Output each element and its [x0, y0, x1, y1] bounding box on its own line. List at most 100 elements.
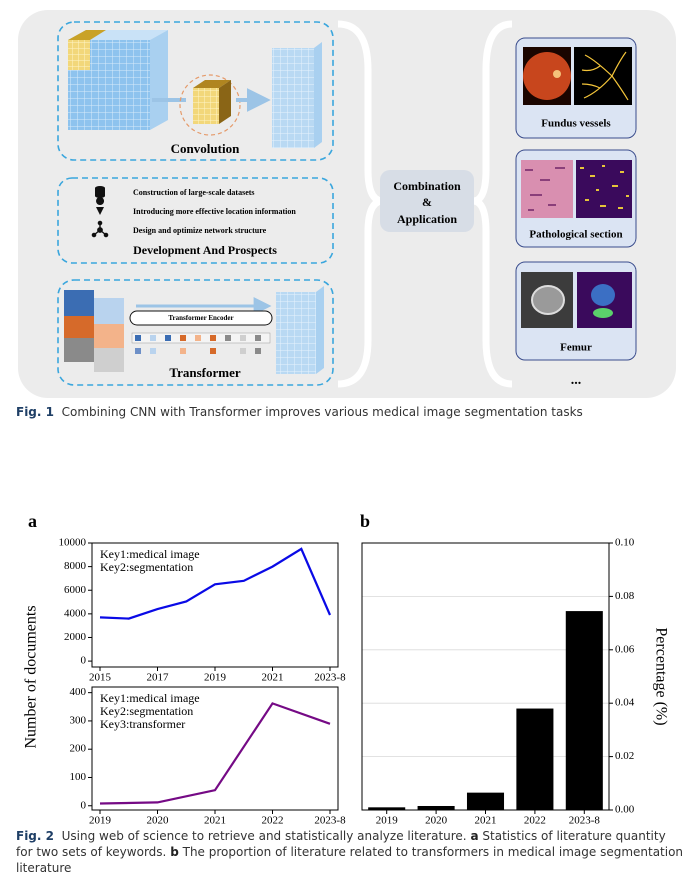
token-row [131, 332, 271, 354]
x-tick-label: 2023-8 [314, 672, 346, 684]
x-tick-label: 2020 [425, 815, 448, 827]
transformer-box [57, 279, 334, 386]
kernel-top [68, 30, 106, 40]
application-label: Fundus vessels [541, 118, 611, 130]
optic-disc [553, 70, 561, 78]
kernel [193, 88, 219, 124]
output-map [276, 292, 316, 374]
y-axis-label: Number of documents [23, 605, 40, 748]
y-tick-label: 0.04 [615, 697, 635, 709]
output-side [314, 42, 322, 148]
encoder-label: Transformer Encoder [168, 314, 233, 322]
y-tick-label: 8000 [64, 560, 87, 572]
patch-block [94, 324, 124, 348]
caption-text: Statistics of literature quantity for tw… [16, 829, 666, 859]
caption-label: Fig. 2 [16, 829, 54, 843]
y-tick-label: 0.00 [615, 804, 635, 816]
caption-label: Fig. 1 [16, 405, 54, 419]
caption-panel-ref: b [170, 845, 179, 859]
x-tick-label: 2022 [262, 815, 284, 827]
y-tick-label: 6000 [64, 584, 87, 596]
patch-block [64, 316, 94, 338]
kernel-highlight [68, 40, 90, 70]
annotation: Key3:transformer [100, 717, 185, 731]
patch-block [94, 348, 124, 372]
center-label: Combination [393, 179, 461, 193]
location-icon [96, 197, 105, 215]
convolution-box [57, 21, 334, 161]
convolution-title: Convolution [171, 141, 240, 156]
y-tick-label: 0.10 [615, 537, 635, 549]
annotation: Key1:medical image [100, 691, 200, 705]
y-tick-label: 10000 [59, 537, 87, 549]
y-axis-label: Percentage (%) [652, 627, 669, 725]
database-icon [95, 186, 105, 198]
mask-texture [580, 165, 629, 209]
encoder-box [129, 310, 273, 326]
kernel-side [219, 80, 231, 124]
figure-1: Convolution Construction of large-scale … [18, 10, 676, 398]
center-label: & [422, 195, 432, 209]
figure-1-background [18, 10, 676, 398]
patch-block [64, 290, 94, 316]
pathology-mask [576, 160, 632, 218]
bar [368, 807, 406, 810]
y-tick-label: 0.06 [615, 643, 635, 655]
panel-label: b [360, 511, 370, 531]
tissue-texture [525, 167, 565, 211]
caption-text: The proportion of literature related to … [16, 845, 684, 875]
development-item: Introducing more effective location info… [133, 207, 296, 216]
data-line [99, 547, 332, 620]
application-label: Femur [560, 342, 592, 354]
bar [417, 805, 455, 810]
figure-1-caption: Fig. 1 Combining CNN with Transformer im… [16, 404, 684, 420]
femur-head [591, 284, 615, 306]
y-tick-label: 300 [70, 714, 87, 726]
annotation: Key2:segmentation [100, 560, 193, 574]
y-tick-label: 4000 [64, 607, 87, 619]
y-tick-label: 0 [81, 655, 87, 667]
center-box [380, 170, 474, 232]
center-label: Application [397, 212, 457, 226]
y-tick-label: 2000 [64, 631, 87, 643]
annotation: Key1:medical image [100, 547, 200, 561]
output-map [272, 48, 314, 148]
patch-block [94, 298, 124, 324]
plot-frame [361, 542, 610, 811]
caption-text: Combining CNN with Transformer improves … [61, 405, 583, 419]
kernel-circle [179, 74, 241, 136]
x-tick-label: 2019 [376, 815, 399, 827]
x-tick-label: 2019 [204, 672, 227, 684]
annotation: Key2:segmentation [100, 704, 193, 718]
development-item: Design and optimize network structure [133, 226, 267, 235]
fundus-eye [523, 52, 571, 100]
y-tick-label: 0.02 [615, 750, 634, 762]
x-tick-label: 2015 [89, 672, 112, 684]
y-tick-label: 100 [70, 771, 87, 783]
development-title: Development And Prospects [133, 243, 277, 257]
panel-label: a [28, 511, 37, 531]
more-indicator: ... [571, 373, 582, 388]
patch-block [64, 338, 94, 362]
y-tick-label: 400 [70, 686, 87, 698]
bar [466, 792, 505, 810]
bar [565, 611, 603, 810]
vessels [581, 51, 629, 101]
femur-bone [531, 285, 565, 315]
output-side [316, 286, 324, 374]
transformer-title: Transformer [169, 365, 240, 380]
figure-2-caption: Fig. 2 Using web of science to retrieve … [16, 828, 684, 876]
x-tick-label: 2022 [524, 815, 546, 827]
x-tick-label: 2019 [89, 815, 112, 827]
x-tick-label: 2021 [262, 672, 284, 684]
x-tick-label: 2021 [204, 815, 226, 827]
x-tick-label: 2023-8 [314, 815, 346, 827]
development-item: Construction of large-scale datasets [133, 188, 255, 197]
caption-panel-ref: a [470, 829, 479, 843]
caption-text: Using web of science to retrieve and sta… [61, 829, 467, 843]
data-line [99, 702, 331, 805]
kernel-top [193, 80, 231, 88]
